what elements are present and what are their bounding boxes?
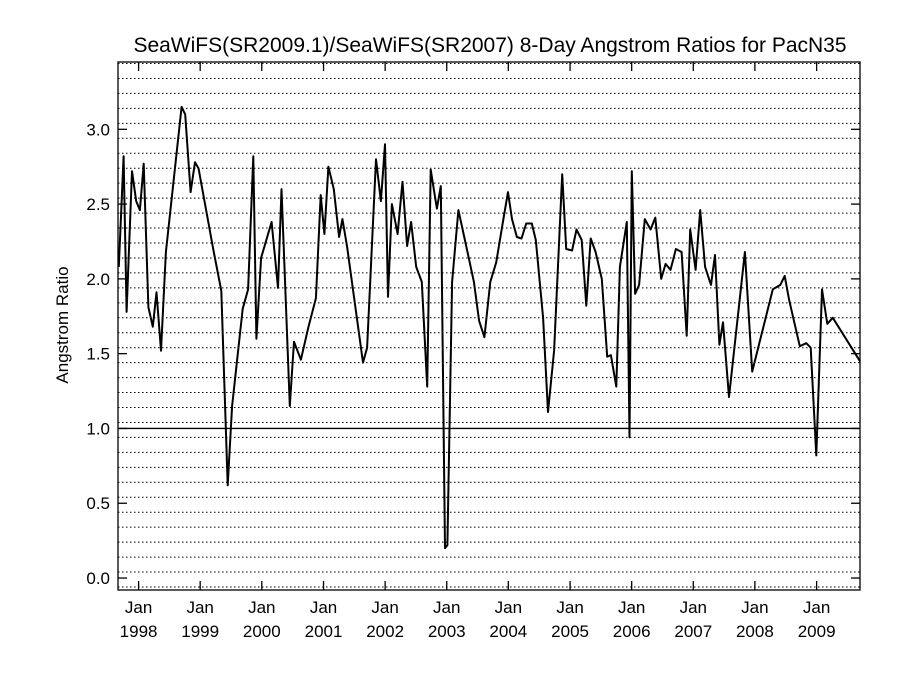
- x-tick-label-month: Jan: [680, 598, 707, 617]
- y-tick-label: 1.5: [86, 345, 110, 364]
- x-tick-label-year: 2007: [674, 622, 712, 641]
- x-tick-label-month: Jan: [310, 598, 337, 617]
- x-tick-label-year: 2004: [489, 622, 527, 641]
- x-tick-label-year: 2001: [305, 622, 343, 641]
- x-tick-label-month: Jan: [803, 598, 830, 617]
- y-tick-label: 1.0: [86, 419, 110, 438]
- x-tick-label-month: Jan: [186, 598, 213, 617]
- y-tick-label: 2.5: [86, 195, 110, 214]
- x-tick-label-year: 1998: [120, 622, 158, 641]
- x-tick-label-year: 2003: [428, 622, 466, 641]
- x-tick-label-year: 2008: [736, 622, 774, 641]
- y-tick-label: 2.0: [86, 270, 110, 289]
- x-tick-label-year: 1999: [181, 622, 219, 641]
- x-tick-label-year: 2002: [366, 622, 404, 641]
- x-tick-label-year: 2009: [798, 622, 836, 641]
- y-tick-label: 0.5: [86, 494, 110, 513]
- x-tick-label-month: Jan: [618, 598, 645, 617]
- x-tick-label-year: 2000: [243, 622, 281, 641]
- x-tick-label-month: Jan: [741, 598, 768, 617]
- x-tick-label-year: 2006: [613, 622, 651, 641]
- x-tick-label-month: Jan: [371, 598, 398, 617]
- plot-frame: [117, 61, 861, 591]
- x-tick-label-month: Jan: [433, 598, 460, 617]
- axes: 0.0 0.5 1.0 1.5 2.0 2.5 3.0 Jan 1998 Jan 1999 Jan 20…: [86, 62, 860, 641]
- x-tick-label-month: Jan: [248, 598, 275, 617]
- x-tick-label-month: Jan: [495, 598, 522, 617]
- series-group: [117, 105, 861, 550]
- series-line: [117, 105, 861, 550]
- x-tick-label-month: Jan: [125, 598, 152, 617]
- x-tick-label-month: Jan: [556, 598, 583, 617]
- x-tick-label-year: 2005: [551, 622, 589, 641]
- y-axis-label: Angstrom Ratio: [53, 266, 72, 383]
- y-tick-label: 0.0: [86, 569, 110, 588]
- y-tick-label: 3.0: [86, 120, 110, 139]
- chart-title: SeaWiFS(SR2009.1)/SeaWiFS(SR2007) 8-Day …: [133, 34, 846, 57]
